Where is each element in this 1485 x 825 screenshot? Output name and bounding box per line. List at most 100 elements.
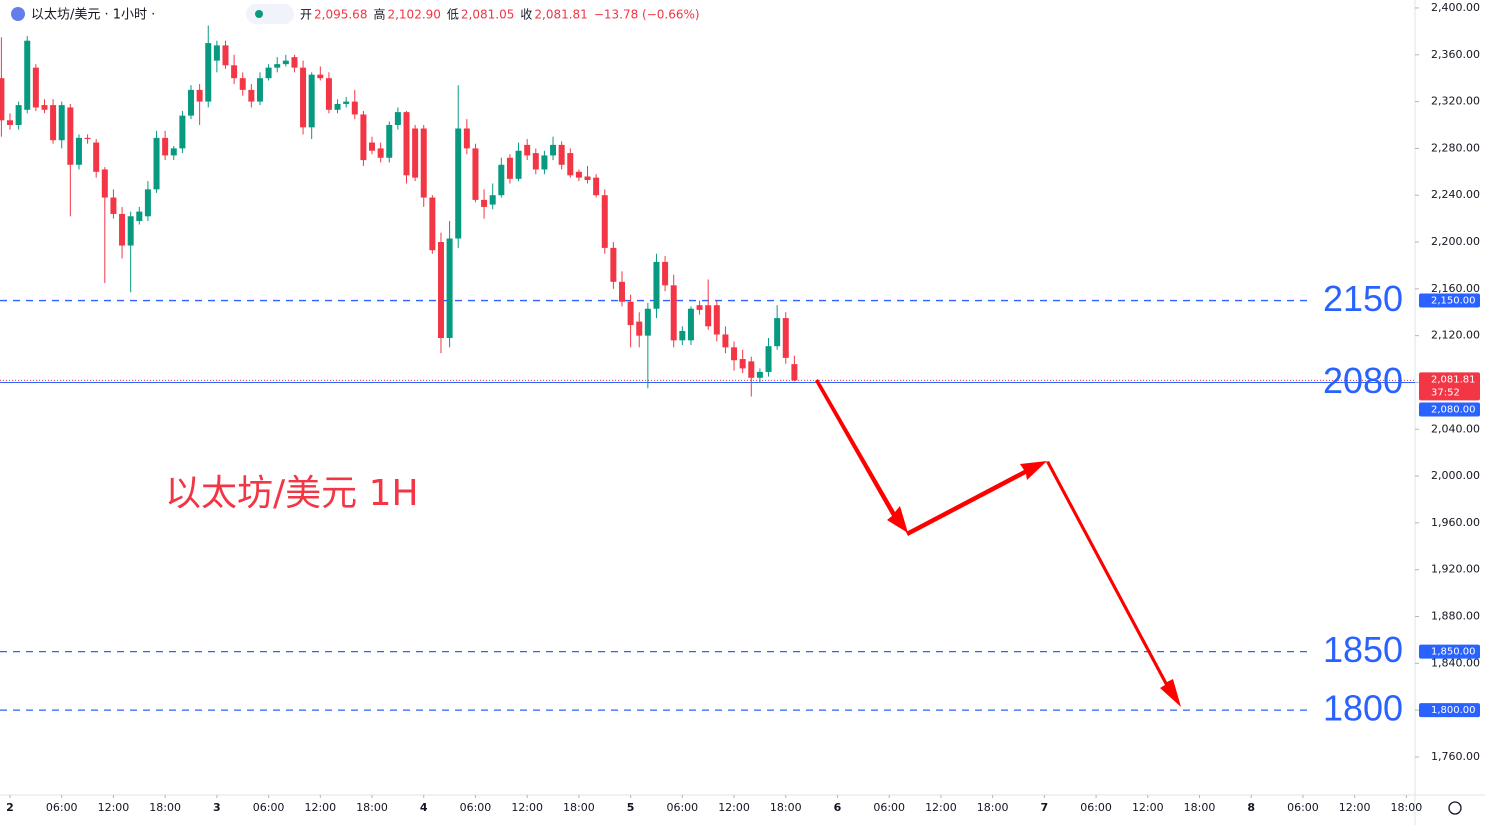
ohlc-change: −13.78 (−0.66%) bbox=[594, 8, 700, 22]
x-tick-label: 18:00 bbox=[977, 801, 1009, 814]
chart-title: 以太坊/美元 · 1小时 · bbox=[31, 8, 155, 23]
ohlc-legend: 开 2,095.68 高 2,102.90 低 2,081.05 收 2,081.81 −13.… bbox=[300, 7, 700, 22]
candle-body bbox=[50, 105, 57, 141]
candle-body bbox=[170, 148, 177, 156]
ohlc-key: 开 bbox=[300, 8, 312, 22]
candle-body bbox=[205, 43, 212, 102]
x-tick-label: 3 bbox=[213, 801, 221, 814]
candle-body bbox=[662, 261, 669, 286]
candle-body bbox=[687, 308, 694, 341]
candle-body bbox=[550, 144, 557, 156]
level-label: 2080 bbox=[1323, 360, 1403, 401]
candle-body bbox=[317, 74, 324, 79]
candle-body bbox=[670, 285, 677, 341]
ohlc-key: 低 bbox=[447, 8, 459, 22]
candle-body bbox=[636, 321, 643, 336]
candle-body bbox=[722, 334, 729, 348]
level-tag-bg bbox=[1419, 703, 1480, 718]
candle-body bbox=[437, 242, 444, 338]
ohlc-value: 2,081.81 bbox=[534, 8, 587, 22]
countdown: 37:52 bbox=[1431, 387, 1460, 398]
y-tick-label: 2,120.00 bbox=[1431, 329, 1480, 342]
level-label: 2150 bbox=[1323, 278, 1403, 319]
x-tick-label: 06:00 bbox=[253, 801, 285, 814]
x-tick-label: 18:00 bbox=[563, 801, 595, 814]
ohlc-value: 2,081.05 bbox=[461, 8, 514, 22]
y-tick-label: 2,040.00 bbox=[1431, 422, 1480, 435]
x-tick-label: 12:00 bbox=[98, 801, 130, 814]
candle-body bbox=[351, 101, 358, 115]
candle-body bbox=[153, 137, 160, 190]
x-tick-label: 7 bbox=[1041, 801, 1049, 814]
level-tag-bg bbox=[1419, 293, 1480, 308]
candle-body bbox=[506, 157, 513, 179]
candle-body bbox=[93, 142, 100, 172]
level-tag: 1,800.00 bbox=[1431, 705, 1476, 716]
candle-body bbox=[558, 144, 565, 165]
y-tick-label: 2,200.00 bbox=[1431, 235, 1480, 248]
candle-body bbox=[498, 164, 505, 196]
candle-body bbox=[196, 89, 203, 102]
y-tick-label: 2,000.00 bbox=[1431, 469, 1480, 482]
candle-body bbox=[231, 65, 238, 79]
candle-body bbox=[644, 308, 651, 336]
candle-body bbox=[765, 346, 772, 372]
status-pill bbox=[246, 4, 294, 24]
x-tick-label: 12:00 bbox=[718, 801, 750, 814]
candle-body bbox=[256, 78, 263, 102]
symbol-icon bbox=[11, 7, 25, 21]
candle-body bbox=[412, 128, 419, 178]
y-tick-label: 2,240.00 bbox=[1431, 188, 1480, 201]
candle-body bbox=[213, 45, 220, 61]
candle-body bbox=[774, 318, 781, 347]
candle-body bbox=[575, 171, 582, 178]
candle-body bbox=[75, 137, 82, 165]
x-tick-label: 18:00 bbox=[770, 801, 802, 814]
candle-body bbox=[101, 169, 108, 198]
x-tick-label: 18:00 bbox=[149, 801, 181, 814]
settings-icon[interactable] bbox=[1448, 801, 1462, 815]
level-tag: 1,850.00 bbox=[1431, 647, 1476, 658]
projection-arrows bbox=[815, 379, 1181, 707]
candle-body bbox=[58, 105, 65, 141]
x-tick-label: 8 bbox=[1247, 801, 1255, 814]
candle-body bbox=[119, 213, 126, 246]
y-tick-label: 2,360.00 bbox=[1431, 48, 1480, 61]
candle-body bbox=[610, 247, 617, 282]
candle-body bbox=[653, 261, 660, 309]
arrow bbox=[906, 461, 1047, 536]
candle-body bbox=[731, 347, 738, 361]
candle-body bbox=[282, 60, 289, 65]
x-tick-label: 12:00 bbox=[1339, 801, 1371, 814]
candle-body bbox=[248, 89, 255, 102]
level-tag-bg bbox=[1419, 644, 1480, 659]
candle-body bbox=[274, 64, 281, 68]
candle-body bbox=[584, 176, 591, 180]
plot bbox=[0, 25, 1415, 711]
x-tick-label: 06:00 bbox=[873, 801, 905, 814]
y-tick-label: 1,880.00 bbox=[1431, 610, 1480, 623]
last-price-tag-bg bbox=[1419, 372, 1480, 401]
x-tick-label: 12:00 bbox=[925, 801, 957, 814]
x-tick-label: 06:00 bbox=[666, 801, 698, 814]
x-tick-label: 4 bbox=[420, 801, 428, 814]
candle-body bbox=[541, 155, 548, 170]
candle-body bbox=[679, 330, 686, 341]
candle-body bbox=[369, 142, 376, 151]
ohlc-key: 高 bbox=[373, 7, 385, 22]
x-tick-label: 06:00 bbox=[460, 801, 492, 814]
x-tick-label: 18:00 bbox=[1391, 801, 1423, 814]
candle-body bbox=[179, 115, 186, 149]
candle-body bbox=[239, 78, 246, 90]
candle-body bbox=[601, 195, 608, 248]
x-tick-label: 12:00 bbox=[1132, 801, 1164, 814]
candle-body bbox=[705, 305, 712, 327]
arrow bbox=[815, 379, 908, 533]
candle-body bbox=[6, 120, 13, 125]
level-tag: 2,150.00 bbox=[1431, 296, 1476, 307]
candle-body bbox=[420, 128, 427, 198]
candle-body bbox=[222, 45, 229, 66]
x-tick-label: 12:00 bbox=[304, 801, 336, 814]
